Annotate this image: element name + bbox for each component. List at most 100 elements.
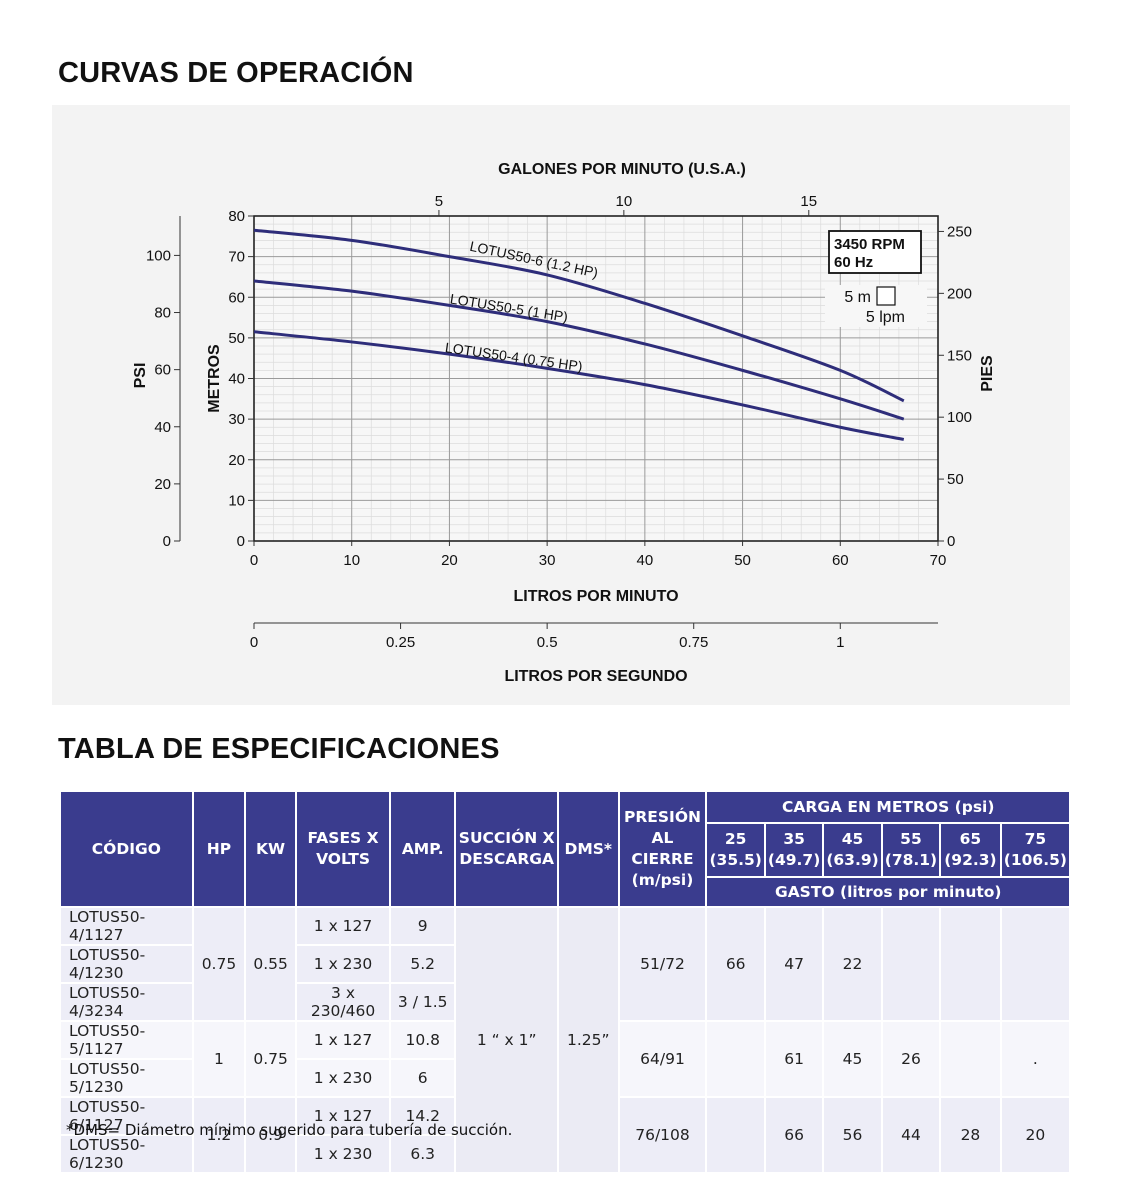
header-gasto: GASTO (litros por minuto) — [705, 876, 1071, 908]
header-fases-volts: FASES X VOLTS — [295, 790, 392, 908]
pies-tick-label: 200 — [947, 285, 972, 302]
scale-note-lpm: 5 lpm — [866, 309, 905, 326]
lps-tick-label: 0 — [250, 634, 258, 651]
amp-cell: 3 / 1.5 — [389, 982, 457, 1022]
y-tick-label: 70 — [228, 249, 245, 266]
gasto-cell: 45 — [822, 1020, 883, 1098]
gasto-cell: 44 — [880, 1096, 942, 1174]
amp-cell: 5.2 — [389, 944, 457, 984]
volts-cell: 1 x 127 — [295, 906, 392, 946]
hp-cell: 0.75 — [191, 906, 247, 1022]
x-axis-label: LITROS POR MINUTO — [513, 588, 678, 605]
presion-cell: 64/91 — [617, 1020, 708, 1098]
gasto-cell: 22 — [822, 906, 883, 1022]
amp-cell: 10.8 — [389, 1020, 457, 1060]
amp-cell: 14.2 — [389, 1096, 457, 1136]
volts-cell: 1 x 230 — [295, 944, 392, 984]
x-tick-label: 60 — [832, 552, 849, 569]
gasto-cell: 56 — [822, 1096, 883, 1174]
amp-cell: 6.3 — [389, 1134, 457, 1174]
x-tick-label: 10 — [343, 552, 360, 569]
pies-tick-label: 0 — [947, 533, 955, 550]
x-tick-label: 20 — [441, 552, 458, 569]
dms-cell: 1.25” — [556, 906, 620, 1174]
header-succion: SUCCIÓN X DESCARGA — [454, 790, 559, 908]
x-tick-label: 70 — [930, 552, 947, 569]
volts-cell: 1 x 230 — [295, 1134, 392, 1174]
header-carga-25: 25 (35.5) — [705, 822, 766, 878]
x-top-axis-label: GALONES POR MINUTO (U.S.A.) — [498, 161, 746, 178]
pump-curve — [253, 279, 905, 421]
table-row: LOTUS50-4/3234 3 x 230/460 3 / 1.5 — [59, 982, 1070, 1022]
presion-cell: 76/108 — [617, 1096, 708, 1174]
gasto-cell — [880, 906, 942, 1022]
y-tick-label: 10 — [228, 492, 245, 509]
gasto-cell — [705, 1020, 766, 1098]
volts-cell: 1 x 127 — [295, 1096, 392, 1136]
gasto-cell — [705, 1096, 766, 1174]
y-tick-label: 30 — [228, 411, 245, 428]
hz-text: 60 Hz — [834, 254, 873, 271]
y-tick-label: 40 — [228, 371, 245, 388]
psi-tick-label: 0 — [163, 533, 171, 550]
header-dms: DMS* — [556, 790, 620, 908]
table-row: LOTUS50-6/1127 1.2 0.9 1 x 127 14.2 76/108 66 5… — [59, 1096, 1072, 1174]
model-code-cell: LOTUS50-4/3234 — [59, 982, 194, 1022]
pies-axis-label: PIES — [979, 355, 996, 392]
hp-cell: 1.2 — [191, 1096, 247, 1174]
gasto-cell: 28 — [939, 1096, 1002, 1174]
header-carga-35: 35 (49.7) — [763, 822, 825, 878]
x-tick-label: 50 — [734, 552, 751, 569]
psi-tick-label: 60 — [154, 362, 171, 379]
hp-cell: 1 — [191, 1020, 247, 1098]
pies-tick-label: 250 — [947, 223, 972, 240]
scale-note-m: 5 m — [844, 289, 871, 306]
header-amp: AMP. — [389, 790, 457, 908]
psi-tick-label: 80 — [154, 305, 171, 322]
table-row: LOTUS50-4/1127 0.75 0.55 1 x 127 9 1 “ x 1” 1.… — [59, 906, 1072, 1174]
header-carga-55: 55 (78.1) — [880, 822, 942, 878]
y-tick-label: 50 — [228, 330, 245, 347]
pump-curve — [253, 330, 905, 441]
gasto-cell: 47 — [763, 906, 825, 1022]
kw-cell: 0.9 — [244, 1096, 298, 1174]
x-tick-label: 0 — [250, 552, 258, 569]
table-row: LOTUS50-5/1230 1 x 230 6 — [59, 1058, 1070, 1098]
gasto-cell: . — [999, 1020, 1072, 1098]
header-presion: PRESIÓN AL CIERRE (m/psi) — [617, 790, 708, 908]
lps-tick-label: 0.5 — [537, 634, 558, 651]
x-tick-label: 30 — [539, 552, 556, 569]
performance-chart-panel: 0 10 20 30 40 50 60 70 LITROS POR MINUTO 5 10 15 GAL… — [52, 105, 1070, 705]
gasto-cell — [939, 906, 1002, 1022]
x-top-tick-label: 5 — [435, 193, 443, 210]
x-tick-label: 40 — [637, 552, 654, 569]
volts-cell: 3 x 230/460 — [295, 982, 392, 1022]
table-row: LOTUS50-5/1127 1 0.75 1 x 127 10.8 64/91 61 45 2… — [59, 1020, 1072, 1098]
kw-cell: 0.75 — [244, 1020, 298, 1098]
y-tick-label: 80 — [228, 208, 245, 225]
y-tick-label: 20 — [228, 452, 245, 469]
footnote: *DMS= Diámetro mínimo sugerido para tube… — [66, 1121, 513, 1139]
y-tick-label: 0 — [237, 533, 245, 550]
pies-tick-label: 50 — [947, 471, 964, 488]
amp-cell: 9 — [389, 906, 457, 946]
x-top-tick-label: 15 — [800, 193, 817, 210]
lps-axis-label: LITROS POR SEGUNDO — [504, 668, 687, 685]
model-code-cell: LOTUS50-5/1230 — [59, 1058, 194, 1098]
scale-square — [876, 286, 896, 306]
gasto-cell: 26 — [880, 1020, 942, 1098]
header-carga-65: 65 (92.3) — [939, 822, 1002, 878]
model-code-cell: LOTUS50-6/1127 — [59, 1096, 194, 1136]
lps-tick-label: 0.25 — [386, 634, 415, 651]
header-carga: CARGA EN METROS (psi) — [705, 790, 1071, 824]
header-carga-75: 75 (106.5) — [999, 822, 1072, 878]
psi-axis-label: PSI — [132, 363, 149, 389]
pies-tick-label: 100 — [947, 409, 972, 426]
gasto-cell: 20 — [999, 1096, 1072, 1174]
gasto-cell: 61 — [763, 1020, 825, 1098]
table-section-title: TABLA DE ESPECIFICACIONES — [58, 733, 500, 765]
header-hp: HP — [191, 790, 247, 908]
lps-tick-label: 1 — [836, 634, 844, 651]
header-kw: KW — [244, 790, 298, 908]
